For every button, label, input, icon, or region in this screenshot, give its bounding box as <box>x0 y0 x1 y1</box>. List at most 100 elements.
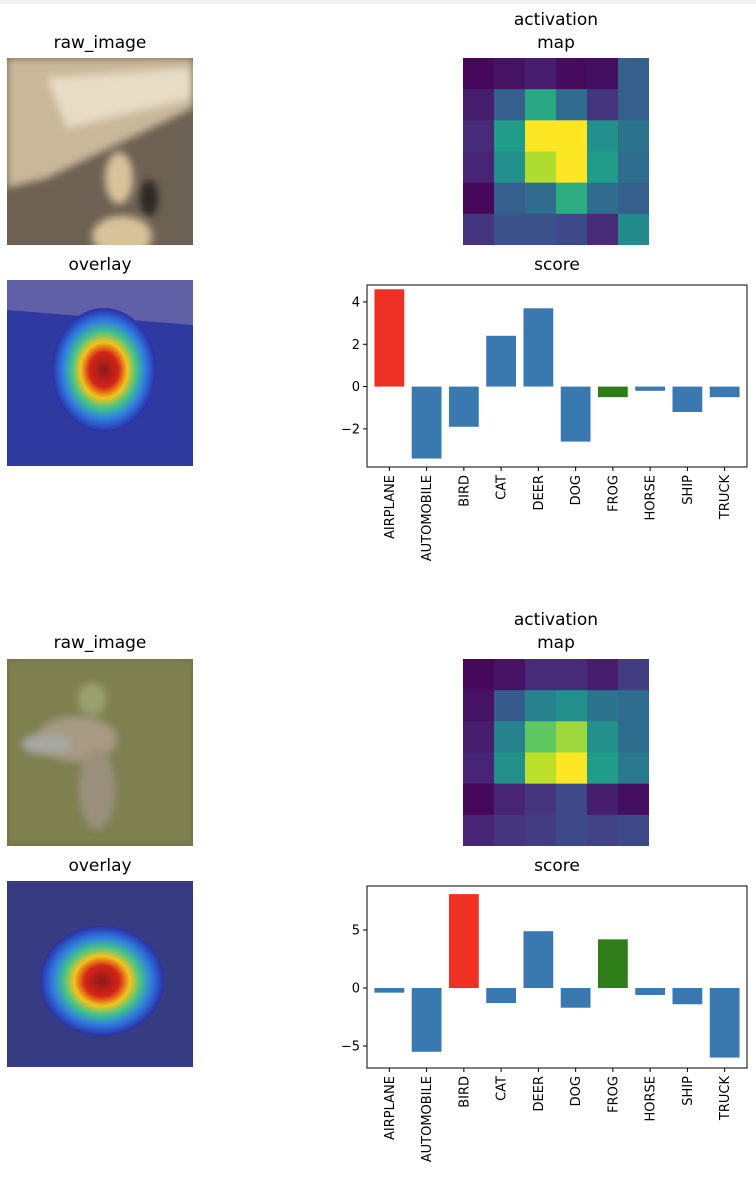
bar-cat <box>486 988 517 1004</box>
bar-deer <box>523 931 554 989</box>
top-border <box>0 0 756 4</box>
raw-image <box>7 659 193 846</box>
heatmap-cell <box>463 182 495 215</box>
heatmap-cell <box>618 58 649 90</box>
heatmap-cell <box>587 783 619 816</box>
heatmap-cell <box>587 213 619 245</box>
heatmap-cell <box>494 213 526 245</box>
heatmap-cell <box>618 814 649 846</box>
y-tick-label: 0 <box>352 982 360 997</box>
heatmap-cell <box>525 58 557 90</box>
heatmap-cell <box>556 89 588 121</box>
heatmap-cell <box>525 752 557 785</box>
bar-automobile <box>411 988 442 1052</box>
x-tick-label: BIRD <box>457 1076 472 1108</box>
score-chart: −5 0 5 AIRPLANE AUTOMOBILE BIRD CAT DEER DOG FROG… <box>341 885 748 1162</box>
heatmap-cell <box>525 182 557 215</box>
raw-image-title: raw_image <box>53 633 147 653</box>
heatmap-cell <box>587 814 619 846</box>
bar-airplane <box>374 289 405 387</box>
y-tick-label: 4 <box>352 295 360 310</box>
heatmap-cell <box>525 659 557 691</box>
heatmap-cell <box>556 213 588 245</box>
x-tick-label: AIRPLANE <box>383 475 398 539</box>
bar-horse <box>635 386 666 391</box>
activation-blob <box>40 926 164 1036</box>
y-tick-label: 2 <box>352 338 360 353</box>
overlay-image <box>7 280 193 466</box>
activation-map <box>463 659 649 846</box>
bar-automobile <box>411 386 442 459</box>
heatmap-cell <box>494 120 526 152</box>
bar-dog <box>560 988 591 1008</box>
overlay-image <box>7 881 193 1067</box>
heatmap-cell <box>463 721 495 753</box>
heatmap-cell <box>494 814 526 846</box>
x-tick-label: FROG <box>606 475 621 512</box>
heatmap-cell <box>556 814 588 846</box>
heatmap-cell <box>494 783 526 816</box>
heatmap-cell <box>587 182 619 215</box>
heatmap-cell <box>463 752 495 785</box>
heatmap-cell <box>463 58 495 90</box>
heatmap-cell <box>618 721 649 753</box>
heatmap-cell <box>463 120 495 152</box>
activation-map-title-line1: activation <box>513 10 599 30</box>
bar-frog <box>597 386 628 398</box>
heatmap-cell <box>463 659 495 691</box>
heatmap-cell <box>587 690 619 722</box>
x-tick-label: AIRPLANE <box>383 1076 398 1140</box>
heatmap-cell <box>463 151 495 184</box>
x-tick-label: AUTOMOBILE <box>420 1076 435 1162</box>
score-chart: −2 0 2 4 AIRPLANE AUTOMOBILE BIRD CAT DEER DOG FRO… <box>341 284 748 561</box>
x-tick-label: TRUCK <box>718 475 733 521</box>
heatmap-cell <box>587 752 619 785</box>
x-tick-label: BIRD <box>457 475 472 507</box>
x-tick-label: CAT <box>495 475 510 500</box>
heatmap-cell <box>494 58 526 90</box>
heatmap-cell <box>587 58 619 90</box>
y-tick-label: 0 <box>352 380 360 395</box>
heatmap-cell <box>618 659 649 691</box>
heatmap-cell <box>618 783 649 816</box>
heatmap-cell <box>525 783 557 816</box>
overlay-title: overlay <box>68 255 132 275</box>
score-chart-title: score <box>534 255 580 275</box>
heatmap-cell <box>494 721 526 753</box>
heatmap-cell <box>618 182 649 215</box>
y-tick-label: −5 <box>341 1039 360 1054</box>
x-tick-label: CAT <box>495 1076 510 1101</box>
heatmap-cell <box>556 690 588 722</box>
bar-cat <box>486 335 517 387</box>
heatmap-cell <box>618 151 649 184</box>
heatmap-cell <box>618 89 649 121</box>
heatmap-cell <box>556 659 588 691</box>
heatmap-cell <box>463 89 495 121</box>
heatmap-cell <box>494 752 526 785</box>
heatmap-cell <box>494 659 526 691</box>
heatmap-cell <box>556 182 588 215</box>
overlay-title: overlay <box>68 856 132 876</box>
heatmap-cell <box>525 120 557 152</box>
score-chart-title: score <box>534 856 580 876</box>
activation-map-title-line2: map <box>537 33 575 53</box>
heatmap-cell <box>587 721 619 753</box>
heatmap-cell <box>556 151 588 184</box>
bar-airplane <box>374 988 405 993</box>
heatmap-cell <box>618 213 649 245</box>
heatmap-cell <box>494 690 526 722</box>
x-tick-label: HORSE <box>644 1076 659 1122</box>
heatmap-cell <box>525 89 557 121</box>
bar-dog <box>560 386 591 442</box>
heatmap-cell <box>556 721 588 753</box>
heatmap-cell <box>556 752 588 785</box>
heatmap-cell <box>556 58 588 90</box>
heatmap-cell <box>494 182 526 215</box>
x-tick-label: DEER <box>532 475 547 510</box>
axes-frame <box>366 885 748 1069</box>
x-tick-label: SHIP <box>681 1076 696 1106</box>
heatmap-cell <box>556 783 588 816</box>
activation-map-title-line1: activation <box>513 610 599 630</box>
heatmap-cell <box>525 213 557 245</box>
heatmap-cell <box>463 783 495 816</box>
